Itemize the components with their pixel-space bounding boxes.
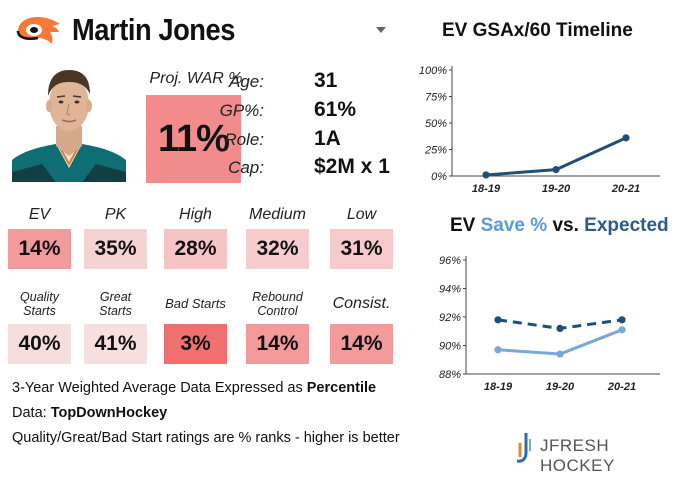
gp-value: 61% — [314, 98, 357, 121]
proj-war-label: Proj. WAR % — [149, 70, 243, 87]
savepct-data-point — [618, 316, 626, 324]
cap-label: Cap: — [228, 158, 264, 177]
savepct-data-point — [556, 350, 564, 358]
player-name: Martin Jones — [72, 12, 235, 47]
gsax-data-point — [622, 134, 630, 142]
gsax-xtick-label: 19-20 — [542, 183, 571, 195]
brand-name: JFRESH HOCKEY — [540, 436, 615, 475]
gsax-ytick-label: 0% — [431, 171, 447, 183]
player-headshot — [12, 64, 126, 182]
gsax-xtick-label: 18-19 — [472, 183, 501, 195]
savepct-ytick-label: 96% — [439, 255, 461, 267]
metric-value-consist: 14% — [330, 324, 393, 364]
savepct-ytick-label: 92% — [439, 312, 461, 324]
gp-label: GP%: — [219, 101, 264, 120]
savepct-data-point — [494, 316, 502, 324]
gsax-timeline-chart: 0% 25% 50% 75% 100% 18-19 19-20 20-21 — [419, 65, 660, 195]
metric-value-bad-starts: 3% — [164, 324, 227, 364]
metric-value-high: 28% — [164, 229, 227, 269]
chart-title-gsax: EV GSAx/60 Timeline — [442, 20, 633, 41]
metric-value-ev: 14% — [8, 229, 71, 269]
savepct-ytick-label: 90% — [439, 341, 461, 353]
savepct-series-line-0 — [497, 328, 623, 356]
metric-label-rebound-control: Rebound Control — [252, 290, 303, 319]
role-value: 1A — [314, 127, 341, 150]
gsax-data-point — [552, 166, 560, 174]
gsax-data-point — [482, 171, 490, 179]
gsax-ytick-label: 50% — [425, 118, 447, 130]
chart-title-save-pct: EV Save % vs. Expected — [450, 215, 669, 237]
gsax-ytick-label: 100% — [419, 65, 447, 77]
savepct-xtick-label: 20-21 — [607, 381, 636, 393]
metric-label-bad-starts: Bad Starts — [165, 296, 226, 311]
metric-label-low: Low — [346, 206, 377, 223]
savepct-ytick-label: 94% — [439, 284, 461, 296]
note-data-source-name: TopDownHockey — [50, 405, 168, 421]
cap-value: $2M x 1 — [314, 155, 390, 178]
gsax-ytick-label: 25% — [424, 145, 447, 157]
chart2-title-part-2: Save % — [480, 215, 548, 236]
metric-label-quality-starts: Quality Starts — [20, 290, 59, 319]
savepct-xtick-label: 19-20 — [546, 381, 575, 393]
metric-label-high: High — [179, 206, 212, 223]
savepct-data-point — [556, 324, 564, 332]
note-start-ratings: Quality/Great/Bad Start ratings are % ra… — [12, 430, 400, 446]
gsax-ytick-label: 75% — [425, 92, 447, 104]
metric-value-medium: 32% — [246, 229, 309, 269]
savepct-data-point — [618, 326, 626, 334]
metric-value-rebound-control: 14% — [246, 324, 309, 364]
note-percentile: Percentile — [306, 380, 377, 396]
note-weighted-average-text: 3-Year Weighted Average Data Expressed a… — [12, 380, 307, 396]
savepct-data-point — [494, 346, 502, 354]
note-weighted-average: 3-Year Weighted Average Data Expressed a… — [12, 380, 376, 396]
chart2-title-part-4: Expected — [584, 215, 669, 236]
note-data-source: Data: TopDownHockey — [12, 405, 167, 421]
gsax-xtick-label: 20-21 — [611, 183, 640, 195]
metric-value-pk: 35% — [84, 229, 147, 269]
flyers-logo-icon — [14, 14, 62, 48]
role-label: Role: — [224, 130, 264, 149]
metric-value-great-starts: 41% — [84, 324, 147, 364]
proj-war-value: 11% — [146, 95, 241, 183]
savepct-ytick-label: 88% — [439, 369, 461, 381]
age-label: Age: — [229, 72, 264, 91]
chevron-down-icon[interactable] — [376, 27, 386, 33]
save-pct-chart: 88% 90% 92% 94% 96% 18-19 19-20 20-21 — [439, 255, 660, 393]
chart2-title-part-3: vs. — [547, 215, 585, 236]
note-data-label: Data: — [12, 405, 51, 421]
metric-label-consist: Consist. — [332, 295, 391, 312]
chart2-title-part-1: EV — [450, 215, 481, 236]
age-value: 31 — [314, 69, 338, 92]
metric-label-medium: Medium — [249, 206, 306, 223]
metric-value-low: 31% — [330, 229, 393, 269]
metric-value-quality-starts: 40% — [8, 324, 71, 364]
metric-label-ev: EV — [28, 206, 51, 223]
savepct-xtick-label: 18-19 — [484, 381, 513, 393]
jfresh-logo-icon — [514, 431, 534, 465]
metric-label-great-starts: Great Starts — [99, 290, 132, 319]
metric-label-pk: PK — [104, 206, 127, 223]
